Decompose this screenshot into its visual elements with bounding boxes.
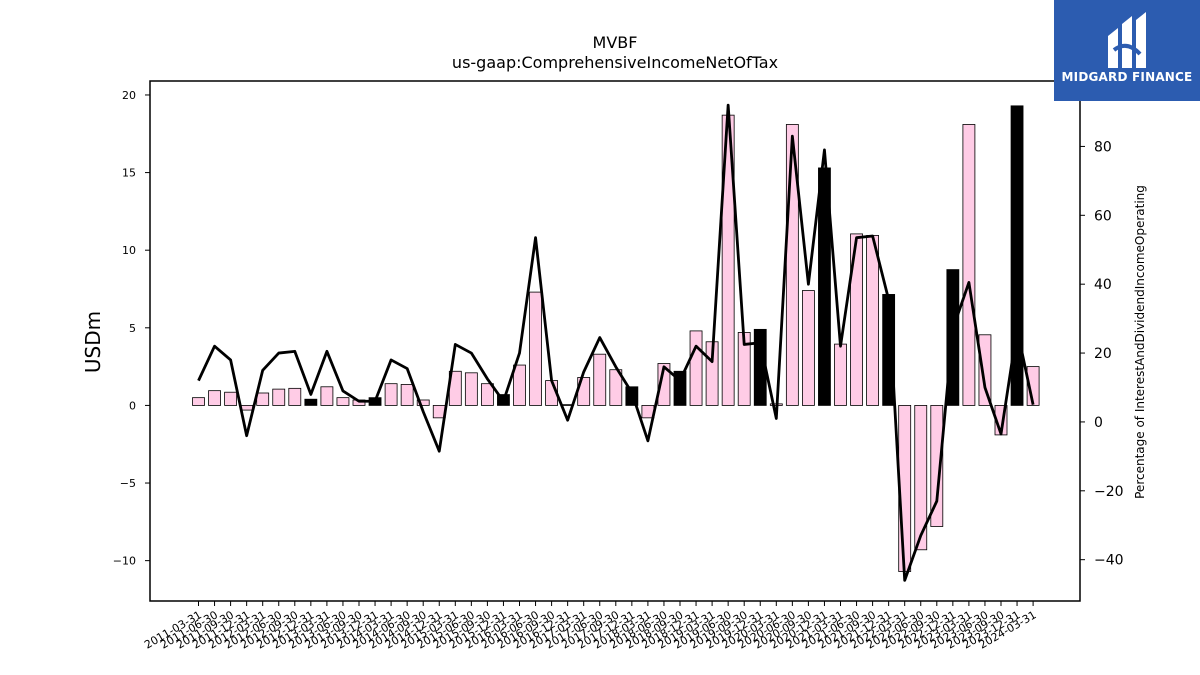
plot-area: −10−505101520−40−200204060802011-03-3120… bbox=[113, 80, 1124, 652]
bar bbox=[272, 388, 286, 406]
y2-tick-label: −20 bbox=[1094, 484, 1124, 500]
bar bbox=[802, 290, 815, 406]
bar bbox=[224, 391, 238, 406]
y2-tick-label: 80 bbox=[1094, 139, 1112, 155]
bar bbox=[1010, 105, 1024, 406]
bar bbox=[866, 235, 879, 406]
bar bbox=[689, 330, 703, 406]
y2-tick-label: −40 bbox=[1094, 553, 1124, 569]
y-tick-label: 0 bbox=[129, 399, 136, 412]
bar bbox=[384, 383, 398, 406]
bar bbox=[850, 233, 863, 406]
bar bbox=[978, 334, 992, 406]
bar bbox=[834, 343, 847, 406]
y-tick-label: 5 bbox=[129, 322, 136, 335]
y-tick-label: −10 bbox=[113, 555, 136, 568]
bar bbox=[529, 291, 542, 406]
bar bbox=[256, 392, 270, 406]
bar bbox=[930, 405, 944, 527]
y-tick-label: 10 bbox=[122, 244, 136, 257]
midgard-logo-icon bbox=[1108, 12, 1146, 68]
bar bbox=[464, 372, 478, 406]
bar bbox=[657, 363, 671, 406]
bar bbox=[609, 369, 623, 406]
brand-logo: MIDGARD FINANCE bbox=[1054, 0, 1200, 101]
bar bbox=[962, 124, 976, 406]
bar bbox=[480, 383, 494, 406]
bar bbox=[192, 397, 205, 406]
bar bbox=[400, 384, 414, 406]
bar bbox=[288, 387, 302, 406]
y2-tick-label: 0 bbox=[1094, 415, 1103, 431]
bar bbox=[914, 405, 928, 551]
bar bbox=[336, 397, 350, 406]
y2-axis-label: Percentage of InterestAndDividendIncomeO… bbox=[1133, 185, 1147, 499]
plot-frame bbox=[149, 80, 1081, 602]
y2-tick-label: 60 bbox=[1094, 208, 1112, 224]
bar bbox=[593, 353, 607, 406]
y-tick-label: 15 bbox=[122, 167, 136, 180]
y-tick-label: 20 bbox=[122, 89, 136, 102]
bar bbox=[208, 390, 221, 406]
bar bbox=[320, 386, 334, 406]
y-axis-label: USDm bbox=[81, 311, 105, 373]
chart-subtitle: us-gaap:ComprehensiveIncomeNetOfTax bbox=[452, 53, 778, 72]
y-tick-label: −5 bbox=[120, 477, 136, 490]
chart-title: MVBF bbox=[593, 33, 638, 52]
bar bbox=[304, 398, 318, 406]
bar bbox=[818, 167, 831, 406]
y2-tick-label: 20 bbox=[1094, 346, 1112, 362]
y2-tick-label: 40 bbox=[1094, 277, 1112, 293]
series-line bbox=[197, 103, 1035, 582]
bar bbox=[416, 399, 430, 406]
bar bbox=[513, 364, 526, 406]
logo-text: MIDGARD FINANCE bbox=[1061, 70, 1193, 84]
